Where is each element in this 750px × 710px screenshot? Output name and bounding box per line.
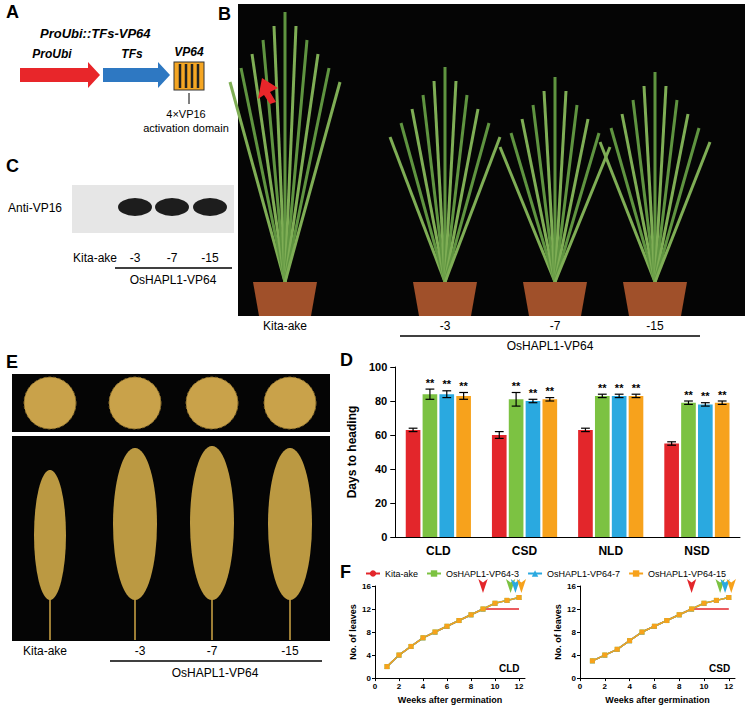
svg-text:12: 12 bbox=[724, 682, 733, 691]
svg-text:A: A bbox=[6, 2, 19, 22]
svg-text:16: 16 bbox=[362, 582, 371, 591]
svg-text:ProUbi: ProUbi bbox=[32, 47, 72, 61]
svg-text:2: 2 bbox=[603, 682, 608, 691]
svg-text:**: ** bbox=[459, 380, 468, 392]
svg-text:16: 16 bbox=[567, 582, 576, 591]
svg-text:4: 4 bbox=[572, 651, 577, 660]
svg-text:-3: -3 bbox=[135, 644, 146, 658]
svg-text:Kita-ake: Kita-ake bbox=[385, 569, 418, 579]
svg-text:OsHAPL1-VP64-15: OsHAPL1-VP64-15 bbox=[648, 569, 726, 579]
svg-text:12: 12 bbox=[515, 682, 524, 691]
svg-text:CSD: CSD bbox=[709, 663, 730, 674]
svg-text:100: 100 bbox=[369, 361, 387, 373]
svg-text:8: 8 bbox=[572, 628, 577, 637]
svg-text:4: 4 bbox=[421, 682, 426, 691]
svg-text:**: ** bbox=[701, 390, 710, 402]
svg-text:**: ** bbox=[529, 387, 538, 399]
svg-text:VP64: VP64 bbox=[174, 45, 204, 59]
svg-text:10: 10 bbox=[700, 682, 709, 691]
svg-text:-15: -15 bbox=[201, 251, 219, 265]
svg-text:D: D bbox=[340, 350, 353, 370]
svg-text:F: F bbox=[340, 562, 351, 582]
svg-text:6: 6 bbox=[445, 682, 450, 691]
svg-text:Days to heading: Days to heading bbox=[345, 406, 359, 499]
svg-text:-7: -7 bbox=[207, 644, 218, 658]
svg-text:No. of leaves: No. of leaves bbox=[348, 604, 358, 660]
svg-text:4: 4 bbox=[627, 682, 632, 691]
svg-text:0: 0 bbox=[578, 682, 583, 691]
svg-text:B: B bbox=[218, 4, 231, 24]
svg-text:12: 12 bbox=[362, 605, 371, 614]
svg-text:ProUbi::TFs-VP64: ProUbi::TFs-VP64 bbox=[40, 26, 151, 41]
svg-text:8: 8 bbox=[677, 682, 682, 691]
svg-text:10: 10 bbox=[491, 682, 500, 691]
svg-text:-15: -15 bbox=[281, 644, 299, 658]
svg-text:Anti-VP16: Anti-VP16 bbox=[8, 201, 62, 215]
svg-text:TFs: TFs bbox=[121, 47, 143, 61]
svg-text:CLD: CLD bbox=[499, 663, 520, 674]
svg-text:6: 6 bbox=[652, 682, 657, 691]
svg-text:0: 0 bbox=[381, 531, 387, 543]
svg-text:60: 60 bbox=[375, 429, 387, 441]
svg-text:40: 40 bbox=[375, 463, 387, 475]
svg-text:**: ** bbox=[598, 382, 607, 394]
svg-text:12: 12 bbox=[567, 605, 576, 614]
svg-text:**: ** bbox=[426, 377, 435, 389]
svg-text:CSD: CSD bbox=[512, 544, 538, 558]
svg-text:**: ** bbox=[615, 382, 624, 394]
svg-text:Kita-ake: Kita-ake bbox=[23, 644, 67, 658]
svg-text:-7: -7 bbox=[550, 319, 561, 333]
svg-text:OsHAPL1-VP64: OsHAPL1-VP64 bbox=[507, 339, 594, 353]
svg-text:CLD: CLD bbox=[426, 544, 451, 558]
svg-text:-3: -3 bbox=[130, 251, 141, 265]
svg-text:E: E bbox=[6, 352, 18, 372]
svg-text:0: 0 bbox=[572, 674, 577, 683]
svg-text:Weeks after germination: Weeks after germination bbox=[605, 695, 709, 705]
svg-text:**: ** bbox=[684, 389, 693, 401]
svg-text:activation domain: activation domain bbox=[143, 122, 229, 134]
svg-text:0: 0 bbox=[373, 682, 378, 691]
svg-text:80: 80 bbox=[375, 395, 387, 407]
svg-text:-7: -7 bbox=[167, 251, 178, 265]
svg-text:8: 8 bbox=[469, 682, 474, 691]
svg-text:-3: -3 bbox=[440, 319, 451, 333]
svg-text:2: 2 bbox=[397, 682, 402, 691]
svg-text:OsHAPL1-VP64-7: OsHAPL1-VP64-7 bbox=[547, 569, 620, 579]
svg-text:**: ** bbox=[512, 380, 521, 392]
svg-text:**: ** bbox=[546, 385, 555, 397]
svg-text:Kita-ake: Kita-ake bbox=[263, 319, 307, 333]
svg-text:Kita-ake: Kita-ake bbox=[73, 251, 117, 265]
svg-text:-15: -15 bbox=[646, 319, 664, 333]
svg-text:C: C bbox=[6, 156, 19, 176]
svg-text:8: 8 bbox=[367, 628, 372, 637]
svg-text:**: ** bbox=[718, 389, 727, 401]
svg-text:OsHAPL1-VP64: OsHAPL1-VP64 bbox=[130, 273, 217, 287]
svg-text:4×VP16: 4×VP16 bbox=[166, 108, 205, 120]
svg-text:20: 20 bbox=[375, 497, 387, 509]
svg-text:Weeks after germination: Weeks after germination bbox=[398, 695, 502, 705]
svg-text:No. of leaves: No. of leaves bbox=[553, 604, 563, 660]
svg-text:**: ** bbox=[632, 382, 641, 394]
svg-text:0: 0 bbox=[367, 674, 372, 683]
svg-text:OsHAPL1-VP64: OsHAPL1-VP64 bbox=[172, 666, 259, 680]
svg-text:4: 4 bbox=[367, 651, 372, 660]
svg-text:NLD: NLD bbox=[598, 544, 623, 558]
svg-text:NSD: NSD bbox=[684, 544, 710, 558]
svg-text:**: ** bbox=[442, 378, 451, 390]
svg-text:OsHAPL1-VP64-3: OsHAPL1-VP64-3 bbox=[446, 569, 519, 579]
